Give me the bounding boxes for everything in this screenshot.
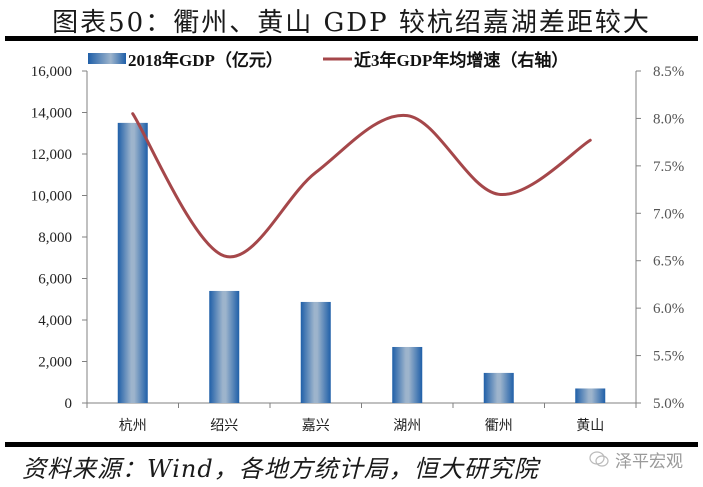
category-label: 衢州 [485,417,513,434]
growth-rate-line [131,112,592,259]
bar-series [117,122,606,403]
watermark: 泽平宏观 [615,452,683,472]
category-label: 杭州 [119,418,147,434]
source-note: 资料来源：Wind，各地方统计局，恒大研究院 [22,455,539,483]
left-tick-label: 4,000 [38,313,72,329]
bar-黄山 [575,388,606,403]
chart-title: 图表50：衢州、黄山 GDP 较杭绍嘉湖差距较大 [52,8,651,38]
bar-绍兴 [209,290,240,403]
right-tick-label: 6.0% [653,301,684,317]
category-labels: 杭州 绍兴 嘉兴 湖州 衢州 黄山 [119,417,605,434]
right-tick-label: 5.5% [653,349,684,365]
category-label: 黄山 [576,417,604,434]
title-divider [5,36,698,41]
left-tick-label: 12,000 [31,147,72,163]
bar-衢州 [483,372,514,403]
right-tick-label: 8.0% [653,111,684,127]
left-tick-label: 14,000 [31,106,72,122]
right-tick-label: 6.5% [653,254,684,270]
legend-bar-swatch [88,53,126,64]
left-tick-label: 10,000 [31,189,72,205]
wechat-icon [589,451,609,467]
category-label: 绍兴 [210,418,238,434]
legend-line-label: 近3年GDP年均增速（右轴） [354,50,568,70]
left-tick-label: 6,000 [38,272,72,288]
right-tick-label: 8.5% [653,64,684,80]
left-tick-label: 0 [65,396,73,412]
footer-divider [5,442,698,447]
category-label: 湖州 [393,418,421,434]
left-tick-label: 2,000 [38,355,72,371]
bar-杭州 [117,122,148,403]
left-tick-label: 8,000 [38,230,72,246]
left-tick-label: 16,000 [31,64,72,80]
right-tick-label: 7.0% [653,206,684,222]
legend: 2018年GDP（亿元） 近3年GDP年均增速（右轴） [88,50,568,70]
axes: 0 2,000 4,000 6,000 8,000 10,000 12,000 14,000 1… [31,64,685,412]
right-tick-label: 7.5% [653,159,684,175]
right-tick-label: 5.0% [653,396,684,412]
category-label: 嘉兴 [302,418,330,434]
chart-canvas: 2018年GDP（亿元） 近3年GDP年均增速（右轴） 0 2,000 4,000 6… [31,50,685,434]
line-series [131,112,592,259]
bar-湖州 [392,346,423,403]
legend-bar-label: 2018年GDP（亿元） [128,50,283,70]
bar-嘉兴 [300,301,331,403]
